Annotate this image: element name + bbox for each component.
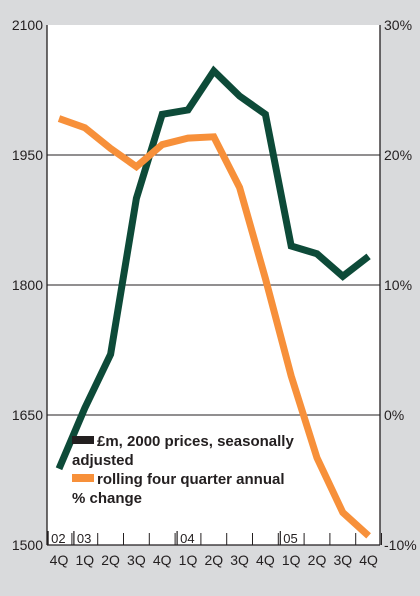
x-tick-label: 1Q xyxy=(179,552,198,568)
legend-label: rolling four quarter annual xyxy=(97,471,285,488)
x-tick-label: 2Q xyxy=(204,552,223,568)
year-label: 05 xyxy=(283,531,297,546)
right-tick-label: -10% xyxy=(384,537,417,553)
legend-label: adjusted xyxy=(72,452,134,469)
x-tick-label: 1Q xyxy=(75,552,94,568)
right-tick-label: 30% xyxy=(384,17,412,33)
left-tick-label: 2100 xyxy=(12,17,43,33)
legend-swatch xyxy=(72,436,94,444)
legend-label: % change xyxy=(72,490,142,507)
series-line-pct-change xyxy=(57,115,371,539)
x-tick-label: 1Q xyxy=(282,552,301,568)
right-tick-label: 10% xyxy=(384,277,412,293)
grid xyxy=(47,154,380,416)
year-label: 02 xyxy=(51,531,65,546)
legend-swatch xyxy=(72,474,94,482)
x-tick-label: 3Q xyxy=(333,552,352,568)
left-tick-label: 1950 xyxy=(12,147,43,163)
left-tick-label: 1500 xyxy=(12,537,43,553)
left-tick-label: 1650 xyxy=(12,407,43,423)
x-tick-label: 4Q xyxy=(153,552,172,568)
x-tick-label: 4Q xyxy=(50,552,69,568)
x-tick-label: 4Q xyxy=(359,552,378,568)
series-line-value xyxy=(55,65,371,471)
year-label: 04 xyxy=(180,531,194,546)
year-label: 03 xyxy=(77,531,91,546)
right-tick-label: 0% xyxy=(384,407,404,423)
axes: 1500 1650 1800 1950 2100 -10% 0% 10% 20% 30% 4Q 1Q 2… xyxy=(12,17,417,568)
series xyxy=(55,65,371,539)
legend-label: £m, 2000 prices, seasonally xyxy=(97,433,294,450)
left-tick-label: 1800 xyxy=(12,277,43,293)
legend: £m, 2000 prices, seasonally adjusted rolli… xyxy=(72,433,294,507)
x-tick-label: 2Q xyxy=(101,552,120,568)
x-tick-label: 4Q xyxy=(256,552,275,568)
x-tick-label: 3Q xyxy=(127,552,146,568)
right-tick-label: 20% xyxy=(384,147,412,163)
x-tick-label: 3Q xyxy=(230,552,249,568)
x-tick-label: 2Q xyxy=(308,552,327,568)
